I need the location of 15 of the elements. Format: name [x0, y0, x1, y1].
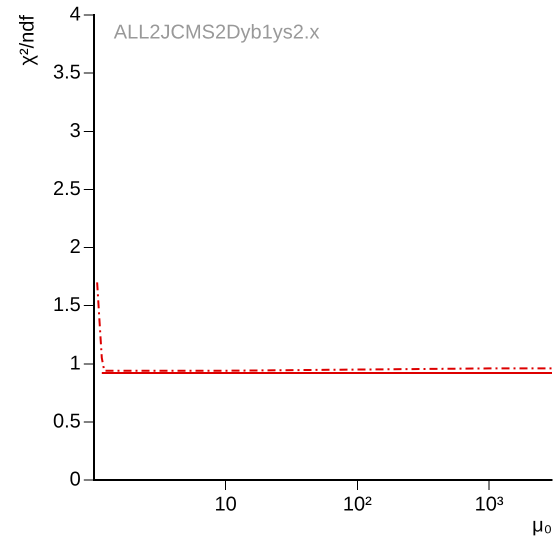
x-tick-label: 10² [342, 494, 372, 516]
y-tick-label: 3.5 [52, 62, 81, 84]
y-tick-label: 0 [70, 468, 81, 491]
x-tick-label: 10 [214, 494, 237, 516]
annotation: ALL2JCMS2Dyb1ys2.x [114, 22, 320, 44]
y-tick-label: 4 [70, 4, 81, 26]
y-tick-label: 1 [70, 352, 81, 374]
y-tick-label: 2 [70, 236, 81, 258]
x-axis-title: μ₀ [532, 514, 552, 537]
y-tick-label: 0.5 [52, 410, 81, 432]
y-tick-label: 2.5 [52, 178, 81, 200]
y-tick-label: 3 [70, 120, 81, 142]
y-tick-label: 1.5 [52, 294, 81, 316]
y-axis-title: χ²/ndf [16, 14, 39, 66]
x-tick-label: 10³ [474, 494, 504, 516]
